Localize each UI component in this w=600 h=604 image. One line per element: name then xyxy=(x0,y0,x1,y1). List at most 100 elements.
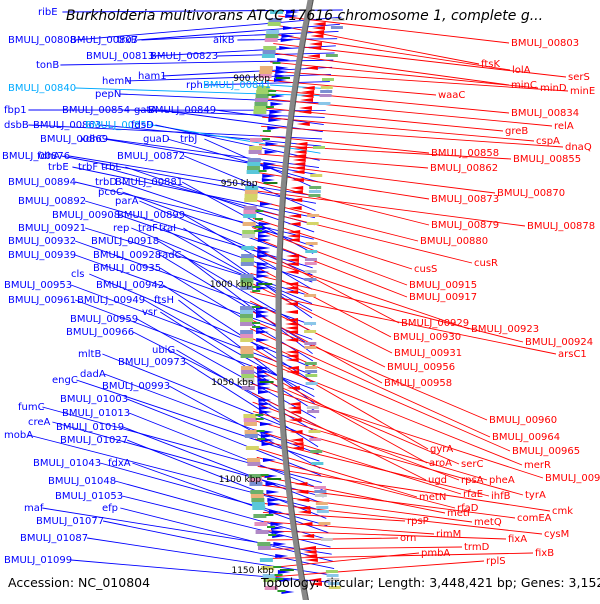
cog-block-right xyxy=(320,94,332,97)
left-gene-label: fbp1 xyxy=(4,105,27,116)
right-gene-label: BMULJ_00880 xyxy=(420,236,488,247)
cog-block-left xyxy=(247,462,260,466)
cog-block-right xyxy=(318,522,330,525)
left-gene-label: maf xyxy=(24,503,44,514)
right-leader-line xyxy=(266,90,509,113)
scale-tick-label: 1000 kbp xyxy=(210,280,253,290)
cog-block-left xyxy=(246,446,259,450)
left-gene-label: BMULJ_00892 xyxy=(18,196,86,207)
rna-marker xyxy=(267,526,275,528)
left-leader-line xyxy=(123,427,324,504)
cog-block-right xyxy=(314,486,326,489)
cog-block-right xyxy=(304,322,316,325)
cog-block-left xyxy=(248,158,261,162)
left-gene-label: gatA xyxy=(134,105,157,116)
left-leader-line xyxy=(127,399,321,475)
right-gene-label: BMULJ_00855 xyxy=(513,154,581,165)
forward-gene-arrow xyxy=(258,390,271,394)
left-gene-label: BMULJ_01013 xyxy=(62,408,130,419)
cog-block-left xyxy=(240,334,253,338)
forward-gene-arrow xyxy=(256,310,269,314)
rna-marker xyxy=(254,230,262,232)
left-gene-label: BMULJ_00961 xyxy=(8,295,76,306)
left-gene-label: tonB xyxy=(36,60,59,71)
left-gene-label: BMULJ_00993 xyxy=(102,381,170,392)
cog-block-left xyxy=(253,514,266,518)
left-gene-label: trbF xyxy=(78,162,98,173)
rna-marker xyxy=(252,290,260,292)
left-gene-label: dsbB xyxy=(4,120,29,131)
left-gene-label: BMULJ_00928 xyxy=(93,250,161,261)
cog-block-right xyxy=(321,86,333,89)
left-gene-label: fdsD xyxy=(131,120,154,131)
reverse-gene-arrow xyxy=(285,302,298,306)
right-gene-label: BMULJ_00879 xyxy=(431,220,499,231)
right-gene-label: cmk xyxy=(552,506,573,517)
cog-block-left xyxy=(244,206,257,210)
cog-block-left xyxy=(240,346,253,350)
cog-block-left xyxy=(263,46,276,50)
cog-block-right xyxy=(310,174,322,177)
cog-block-right xyxy=(309,194,321,197)
right-gene-label: ihfB xyxy=(491,491,511,502)
left-gene-label: engC xyxy=(52,375,78,386)
cog-block-left xyxy=(247,162,260,166)
rna-marker xyxy=(273,566,281,568)
left-gene-label: BMULJ_00854 xyxy=(62,105,130,116)
left-gene-label: BMULJ_00942 xyxy=(96,280,164,291)
left-gene-label: BMULJ_00973 xyxy=(118,357,186,368)
right-gene-label: serC xyxy=(461,459,483,470)
reverse-gene-arrow xyxy=(292,162,305,166)
left-gene-label: BMULJ_00872 xyxy=(117,151,185,162)
cog-block-left xyxy=(256,530,269,534)
reverse-gene-arrow xyxy=(285,286,298,290)
reverse-gene-arrow xyxy=(285,322,298,326)
forward-gene-arrow xyxy=(275,70,288,74)
rna-marker xyxy=(263,130,271,132)
left-gene-label: ribE xyxy=(38,7,58,18)
left-gene-label: BMULJ_00894 xyxy=(8,177,76,188)
left-gene-label: rep xyxy=(113,223,129,234)
cog-block-left xyxy=(247,166,260,170)
reverse-gene-arrow xyxy=(286,262,299,266)
cog-block-left xyxy=(249,150,262,154)
left-gene-label: BMULJ_00840 xyxy=(8,83,76,94)
right-gene-label: BMULJ_00924 xyxy=(525,337,593,348)
left-gene-label: traI xyxy=(159,223,176,234)
cog-block-right xyxy=(326,570,338,573)
reverse-gene-arrow xyxy=(309,42,322,46)
backbone-ring xyxy=(278,0,315,600)
left-gene-label: BMULJ_01027 xyxy=(60,435,128,446)
cog-block-left xyxy=(253,110,266,114)
left-gene-label: traF xyxy=(138,223,158,234)
left-gene-label: BMULJ_01048 xyxy=(48,476,116,487)
right-gene-label: orn xyxy=(400,533,416,544)
rna-marker xyxy=(273,62,281,64)
scale-tick-label: 950 kbp xyxy=(221,179,258,189)
cog-block-right xyxy=(309,438,321,441)
cog-block-right xyxy=(305,374,317,377)
rna-marker xyxy=(257,430,265,432)
right-gene-label: rpsA xyxy=(461,475,484,486)
reverse-gene-arrow xyxy=(294,482,307,486)
cog-block-left xyxy=(242,230,255,234)
cog-block-left xyxy=(247,170,260,174)
left-gene-label: ham1 xyxy=(138,71,167,82)
forward-gene-arrow xyxy=(279,46,292,50)
left-gene-label: mobA xyxy=(4,430,33,441)
right-gene-label: fixB xyxy=(535,548,554,559)
cog-block-left xyxy=(252,502,265,506)
cog-block-right xyxy=(314,490,326,493)
left-gene-label: BMULJ_01077 xyxy=(36,516,104,527)
cog-block-left xyxy=(244,418,257,422)
reverse-gene-arrow xyxy=(310,34,323,38)
reverse-gene-arrow xyxy=(293,158,306,162)
left-gene-label: BMULJ_01003 xyxy=(60,394,128,405)
right-gene-label: metI xyxy=(447,508,470,519)
rna-marker xyxy=(252,286,260,288)
left-gene-label: pepN xyxy=(95,89,121,100)
cog-block-right xyxy=(310,450,322,453)
cog-block-left xyxy=(240,318,253,322)
